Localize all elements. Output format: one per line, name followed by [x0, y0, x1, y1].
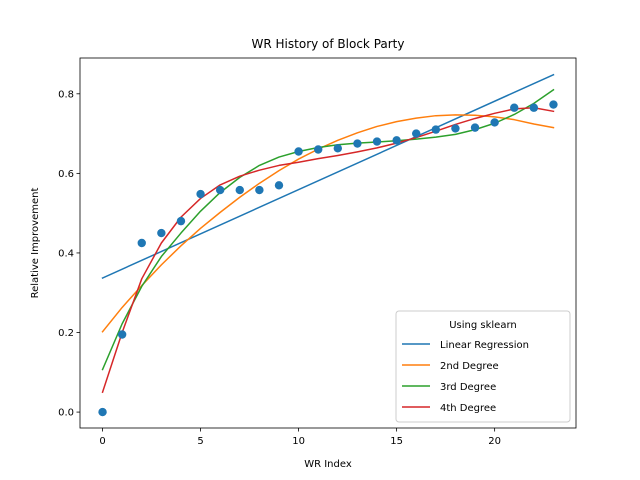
data-point-20 [490, 118, 499, 127]
scatter-points [98, 100, 558, 417]
y-axis-label: Relative Improvement [30, 188, 41, 299]
data-point-8 [255, 185, 264, 195]
legend-label-4: 4th Degree [440, 403, 496, 414]
legend-label-3: 3rd Degree [440, 382, 496, 393]
data-point-0 [98, 407, 107, 417]
data-point-14 [372, 137, 382, 146]
data-point-18 [451, 124, 460, 133]
data-point-22 [529, 103, 539, 112]
x-tick-label: 0 [99, 436, 105, 447]
plot-frame [79, 57, 577, 429]
data-point-7 [235, 185, 244, 195]
data-point-17 [431, 125, 441, 134]
y-tick-label: 0.4 [58, 248, 74, 259]
x-tick-label: 15 [390, 436, 403, 447]
x-axis-label: WR Index [304, 459, 352, 470]
y-tick-label: 0.8 [58, 89, 74, 100]
y-tick-label: 0.2 [58, 328, 74, 339]
x-tick-label: 5 [197, 436, 203, 447]
data-point-19 [470, 123, 480, 132]
data-point-12 [333, 144, 342, 153]
data-point-2 [137, 238, 146, 248]
data-point-21 [510, 103, 519, 112]
y-tick-label: 0.6 [58, 169, 74, 180]
legend-label-2: 2nd Degree [440, 361, 499, 372]
data-point-5 [196, 189, 205, 199]
legend-title: Using sklearn [449, 320, 517, 331]
legend-label-1: Linear Regression [440, 340, 529, 351]
data-point-23 [549, 100, 558, 109]
data-point-16 [412, 129, 421, 138]
legend: Using sklearn Linear Regression 2nd Degre… [395, 310, 571, 423]
data-point-13 [353, 139, 362, 148]
y-tick-label: 0.0 [58, 408, 74, 419]
data-point-11 [314, 145, 323, 154]
x-tick-label: 10 [292, 436, 305, 447]
chart-title: WR History of Block Party [252, 37, 405, 51]
data-point-1 [117, 330, 127, 339]
data-point-15 [392, 136, 401, 145]
data-point-6 [215, 185, 225, 195]
data-point-9 [274, 181, 284, 190]
series-line-2 [101, 114, 555, 333]
data-point-3 [157, 228, 166, 238]
data-point-10 [294, 147, 303, 156]
y-axis: 0.0 0.2 0.4 0.6 0.8 [58, 89, 80, 419]
series-line-1 [101, 73, 555, 280]
x-tick-label: 20 [488, 436, 501, 447]
legend-entries: Linear Regression 2nd Degree 3rd Degree 4th… [402, 340, 529, 414]
legend-box [395, 310, 571, 423]
x-axis: 0 5 10 15 20 [99, 428, 501, 447]
data-point-4 [176, 216, 186, 226]
